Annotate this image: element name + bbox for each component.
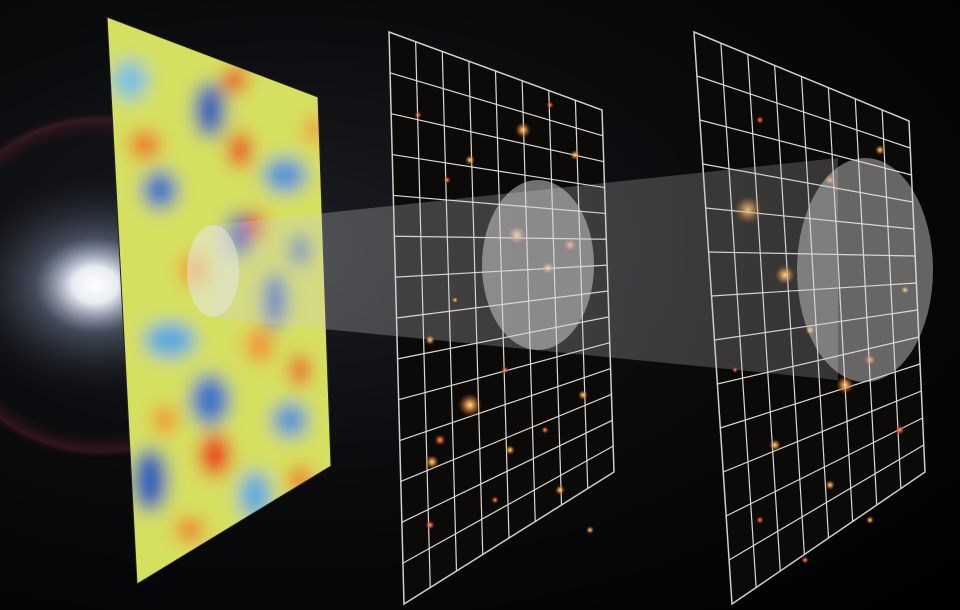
beam-ellipse-far (797, 158, 933, 382)
grid-line (881, 109, 902, 489)
grid-line (723, 390, 922, 473)
grid-line (402, 445, 614, 564)
grid-line (391, 113, 604, 163)
grid-line (699, 119, 912, 176)
grid-line (725, 417, 923, 517)
grid-line (399, 368, 611, 442)
grid-line (392, 153, 605, 189)
grid-line (728, 444, 925, 561)
grid-line (854, 98, 878, 506)
grid-line (401, 419, 613, 523)
grid-line (696, 75, 911, 149)
light-beam (187, 158, 933, 382)
grid-line (389, 72, 604, 137)
beam-ellipse-near (482, 180, 594, 350)
beam-ellipse-map (187, 225, 239, 317)
grid-line (720, 363, 921, 429)
